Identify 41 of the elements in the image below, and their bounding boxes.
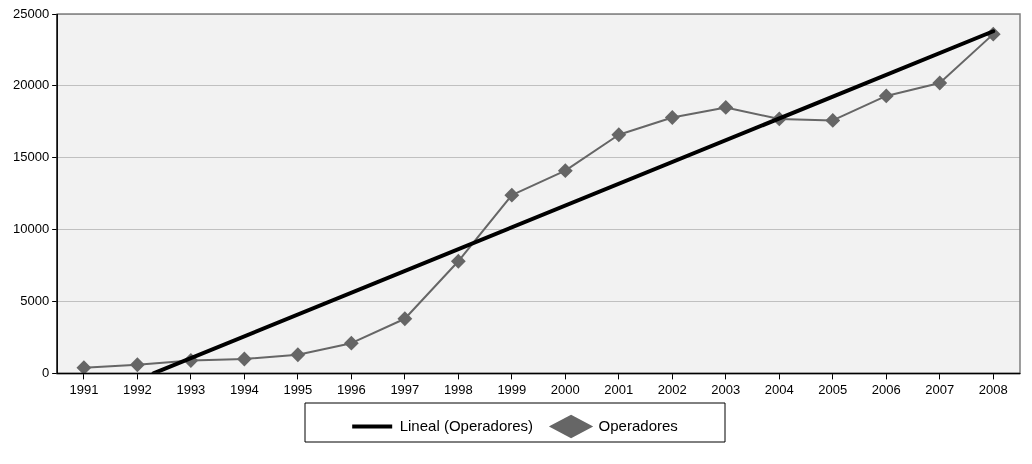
- x-tick-label: 2004: [764, 381, 794, 397]
- legend-label: Operadores: [598, 416, 678, 434]
- y-tick-label: 20000: [12, 77, 50, 93]
- x-tick-label: 2005: [818, 381, 848, 397]
- point: [451, 254, 466, 269]
- y-tick-label: 15000: [12, 149, 50, 165]
- x-tick-label: 2002: [657, 381, 687, 397]
- x-tick-label: 2008: [978, 381, 1008, 397]
- x-tick-label: 2007: [925, 381, 955, 397]
- point: [344, 336, 359, 351]
- point: [237, 352, 252, 367]
- x-tick-label: 2006: [871, 381, 901, 397]
- y-tick-label: 10000: [12, 221, 50, 237]
- point: [558, 163, 573, 178]
- point: [879, 88, 894, 103]
- x-tick-label: 2001: [604, 381, 634, 397]
- y-tick-label: 0: [41, 364, 50, 380]
- point: [932, 76, 947, 91]
- legend-label: Lineal (Operadores): [399, 416, 534, 434]
- x-tick-label: 1991: [69, 381, 99, 397]
- point: [718, 100, 733, 115]
- point: [290, 347, 305, 362]
- y-tick-label: 25000: [12, 5, 50, 21]
- point: [397, 311, 412, 326]
- x-tick-label: 1992: [122, 381, 152, 397]
- y-tick-label: 5000: [20, 293, 50, 309]
- x-tick-label: 1996: [336, 381, 366, 397]
- x-tick-label: 1997: [390, 381, 420, 397]
- point: [130, 357, 145, 372]
- point: [76, 360, 91, 374]
- x-tick-label: 1995: [283, 381, 313, 397]
- x-tick-label: 2000: [550, 381, 580, 397]
- x-tick-label: 1998: [443, 381, 473, 397]
- x-tick-label: 1994: [229, 381, 259, 397]
- x-tick-label: 1999: [497, 381, 527, 397]
- x-tick-label: 2003: [711, 381, 741, 397]
- point: [665, 110, 680, 125]
- point: [504, 188, 519, 203]
- point: [825, 113, 840, 128]
- point: [611, 127, 626, 142]
- x-tick-label: 1993: [176, 381, 206, 397]
